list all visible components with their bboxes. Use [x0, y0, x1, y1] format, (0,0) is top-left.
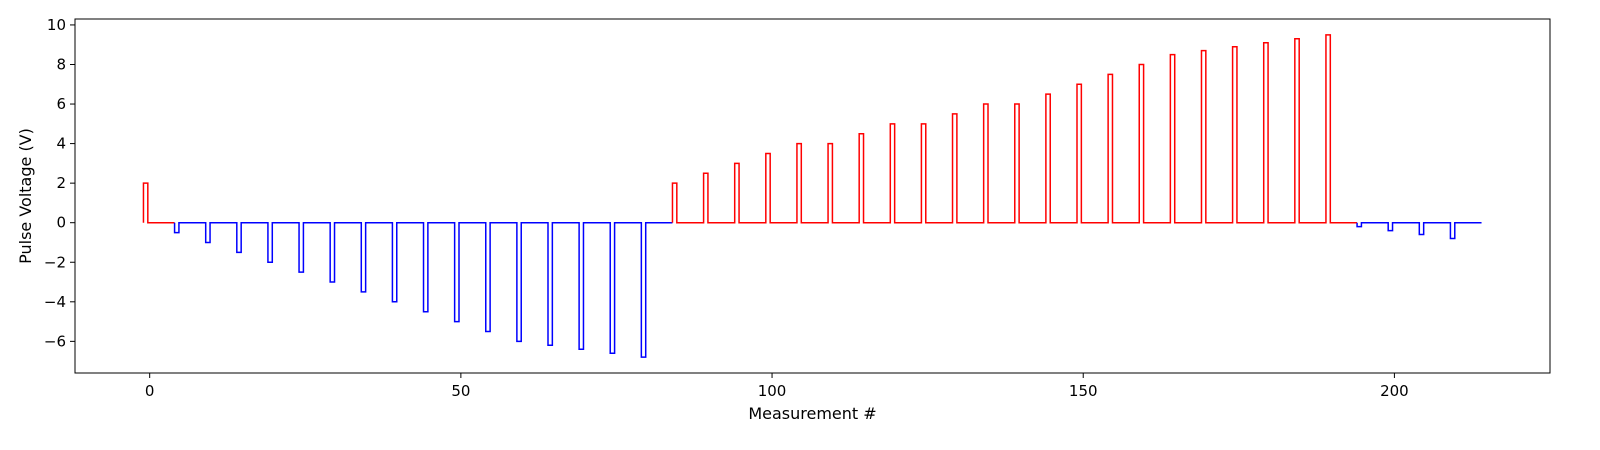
- y-tick-label: −4: [44, 293, 66, 311]
- y-axis-label: Pulse Voltage (V): [16, 128, 35, 264]
- y-tick-label: 8: [56, 55, 66, 73]
- series-line-first: [142, 182, 175, 224]
- y-tick-label: −2: [44, 253, 66, 271]
- x-axis-label: Measurement #: [748, 404, 876, 423]
- y-tick-label: 4: [56, 135, 66, 153]
- x-axis: 0 50 100 150 200: [145, 373, 1409, 400]
- x-tick-label: 150: [1069, 382, 1098, 400]
- x-tick-label: 100: [758, 382, 787, 400]
- y-tick-label: 10: [47, 16, 66, 34]
- x-tick-label: 0: [145, 382, 155, 400]
- y-tick-label: −6: [44, 332, 66, 350]
- y-tick-label: 6: [56, 95, 66, 113]
- x-tick-label: 200: [1380, 382, 1409, 400]
- plot-area: [142, 34, 1482, 358]
- plot-frame: [74, 18, 1551, 374]
- series-line-final: [1356, 221, 1482, 240]
- y-tick-label: 0: [56, 214, 66, 232]
- series-line-negative: [173, 221, 673, 358]
- y-tick-label: 2: [56, 174, 66, 192]
- series-line-positive: [671, 34, 1358, 224]
- y-axis: −6 −4 −2 0 2 4 6 8 10: [44, 16, 75, 350]
- x-tick-label: 50: [451, 382, 470, 400]
